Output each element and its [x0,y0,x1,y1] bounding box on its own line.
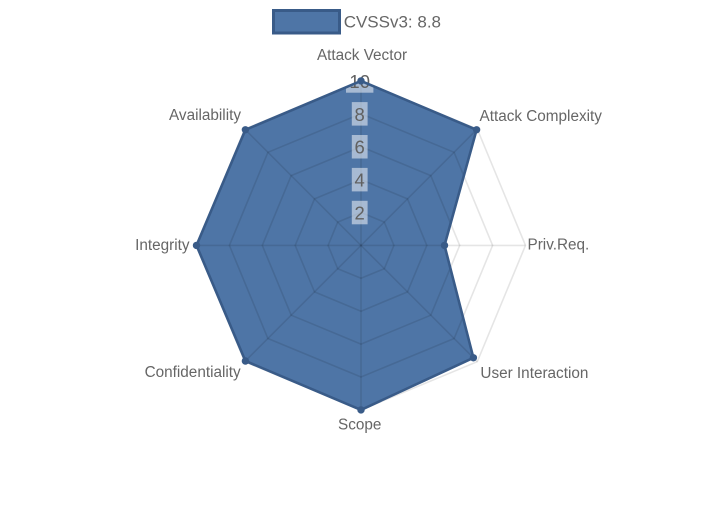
svg-text:2: 2 [355,203,365,224]
svg-text:Integrity: Integrity [135,237,190,254]
svg-text:8: 8 [355,104,365,125]
svg-text:4: 4 [355,170,365,191]
svg-text:Confidentiality: Confidentiality [145,364,241,381]
svg-text:Priv.Req.: Priv.Req. [528,237,590,254]
svg-text:Attack Complexity: Attack Complexity [480,108,603,125]
svg-text:Attack Vector: Attack Vector [317,47,407,64]
svg-text:Scope: Scope [338,417,381,434]
svg-text:User Interaction: User Interaction [480,365,588,382]
svg-text:CVSSv3: 8.8: CVSSv3: 8.8 [344,13,441,32]
svg-text:6: 6 [355,137,365,158]
svg-text:Availability: Availability [169,107,241,124]
